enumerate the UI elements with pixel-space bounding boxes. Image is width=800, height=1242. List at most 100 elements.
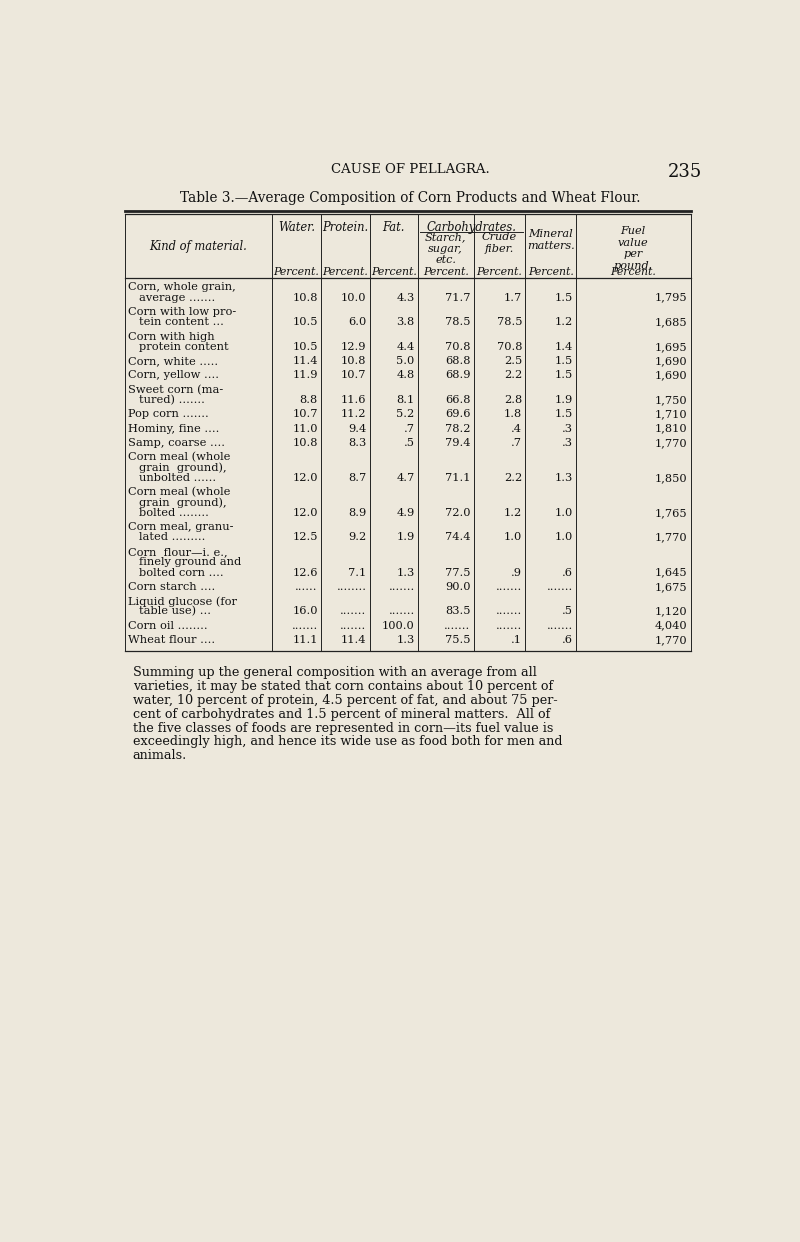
Text: 1.9: 1.9 xyxy=(554,395,573,405)
Text: 1,770: 1,770 xyxy=(655,533,687,543)
Text: 79.4: 79.4 xyxy=(445,437,470,448)
Text: Corn with high: Corn with high xyxy=(128,332,214,342)
Text: Corn with low pro-: Corn with low pro- xyxy=(128,307,236,317)
Text: 10.7: 10.7 xyxy=(341,370,366,380)
Text: 68.9: 68.9 xyxy=(445,370,470,380)
Text: 4,040: 4,040 xyxy=(655,621,687,631)
Text: lated .........: lated ......... xyxy=(138,533,205,543)
Text: .4: .4 xyxy=(511,424,522,433)
Text: Corn, yellow ....: Corn, yellow .... xyxy=(128,370,219,380)
Text: 10.8: 10.8 xyxy=(292,293,318,303)
Text: 78.5: 78.5 xyxy=(497,317,522,328)
Text: table use) ...: table use) ... xyxy=(138,606,210,617)
Text: grain  ground),: grain ground), xyxy=(138,498,226,508)
Text: 6.0: 6.0 xyxy=(348,317,366,328)
Text: Corn  flour—i. e.,: Corn flour—i. e., xyxy=(128,546,227,556)
Text: 1.0: 1.0 xyxy=(554,508,573,518)
Text: 1,645: 1,645 xyxy=(655,568,687,578)
Text: 10.8: 10.8 xyxy=(292,437,318,448)
Text: 2.2: 2.2 xyxy=(504,370,522,380)
Text: average .......: average ....... xyxy=(138,293,215,303)
Text: ......: ...... xyxy=(295,581,318,591)
Text: .6: .6 xyxy=(562,568,573,578)
Text: unbolted ......: unbolted ...... xyxy=(138,473,216,483)
Text: 16.0: 16.0 xyxy=(292,606,318,616)
Text: 12.6: 12.6 xyxy=(292,568,318,578)
Text: Fuel
value
per
pound.: Fuel value per pound. xyxy=(614,226,653,271)
Text: 9.2: 9.2 xyxy=(348,533,366,543)
Text: 1.0: 1.0 xyxy=(554,533,573,543)
Text: tured) .......: tured) ....... xyxy=(138,395,205,405)
Text: Sweet corn (ma-: Sweet corn (ma- xyxy=(128,385,223,395)
Text: 4.9: 4.9 xyxy=(397,508,414,518)
Text: Water.: Water. xyxy=(278,221,315,235)
Text: animals.: animals. xyxy=(133,749,187,763)
Text: 12.0: 12.0 xyxy=(292,473,318,483)
Text: 12.9: 12.9 xyxy=(341,342,366,351)
Text: 5.0: 5.0 xyxy=(397,356,414,366)
Text: Corn meal (whole: Corn meal (whole xyxy=(128,487,230,497)
Text: 1,690: 1,690 xyxy=(655,370,687,380)
Text: 72.0: 72.0 xyxy=(445,508,470,518)
Text: 3.8: 3.8 xyxy=(397,317,414,328)
Text: 1,795: 1,795 xyxy=(655,293,687,303)
Text: grain  ground),: grain ground), xyxy=(138,462,226,473)
Text: 11.4: 11.4 xyxy=(341,635,366,645)
Text: Fat.: Fat. xyxy=(382,221,405,235)
Text: 8.9: 8.9 xyxy=(348,508,366,518)
Text: CAUSE OF PELLAGRA.: CAUSE OF PELLAGRA. xyxy=(330,163,490,176)
Text: 1,770: 1,770 xyxy=(655,437,687,448)
Text: 1.4: 1.4 xyxy=(554,342,573,351)
Text: Corn meal (whole: Corn meal (whole xyxy=(128,452,230,462)
Text: 1.2: 1.2 xyxy=(504,508,522,518)
Text: 11.9: 11.9 xyxy=(292,370,318,380)
Text: Percent.: Percent. xyxy=(477,267,522,277)
Text: 1,750: 1,750 xyxy=(655,395,687,405)
Text: 1.5: 1.5 xyxy=(554,370,573,380)
Text: 12.0: 12.0 xyxy=(292,508,318,518)
Text: Carbohydrates.: Carbohydrates. xyxy=(426,221,517,235)
Text: .3: .3 xyxy=(562,437,573,448)
Text: Corn, white .....: Corn, white ..... xyxy=(128,356,218,366)
Text: 4.4: 4.4 xyxy=(397,342,414,351)
Text: 1.8: 1.8 xyxy=(504,410,522,420)
Text: 1,120: 1,120 xyxy=(655,606,687,616)
Text: 11.0: 11.0 xyxy=(292,424,318,433)
Text: 1,710: 1,710 xyxy=(655,410,687,420)
Text: 10.8: 10.8 xyxy=(341,356,366,366)
Text: 70.8: 70.8 xyxy=(445,342,470,351)
Text: Wheat flour ....: Wheat flour .... xyxy=(128,635,215,645)
Text: Table 3.—Average Composition of Corn Products and Wheat Flour.: Table 3.—Average Composition of Corn Pro… xyxy=(180,191,640,205)
Text: ........: ........ xyxy=(337,581,366,591)
Text: .3: .3 xyxy=(562,424,573,433)
Text: Corn starch ....: Corn starch .... xyxy=(128,581,215,591)
Text: 1.5: 1.5 xyxy=(554,293,573,303)
Text: .......: ....... xyxy=(546,581,573,591)
Text: Starch,
sugar,
etc.: Starch, sugar, etc. xyxy=(425,232,466,266)
Text: 8.1: 8.1 xyxy=(397,395,414,405)
Text: 1,675: 1,675 xyxy=(655,581,687,591)
Text: Samp, coarse ....: Samp, coarse .... xyxy=(128,437,225,448)
Text: 1,850: 1,850 xyxy=(655,473,687,483)
Text: 78.2: 78.2 xyxy=(445,424,470,433)
Text: 12.5: 12.5 xyxy=(292,533,318,543)
Text: Corn, whole grain,: Corn, whole grain, xyxy=(128,282,236,292)
Text: 78.5: 78.5 xyxy=(445,317,470,328)
Text: Protein.: Protein. xyxy=(322,221,368,235)
Text: 1.0: 1.0 xyxy=(504,533,522,543)
Text: 1.3: 1.3 xyxy=(554,473,573,483)
Text: Percent.: Percent. xyxy=(610,267,656,277)
Text: 75.5: 75.5 xyxy=(445,635,470,645)
Text: .6: .6 xyxy=(562,635,573,645)
Text: .......: ....... xyxy=(496,606,522,616)
Text: .5: .5 xyxy=(404,437,414,448)
Text: Liquid glucose (for: Liquid glucose (for xyxy=(128,596,237,606)
Text: .......: ....... xyxy=(496,581,522,591)
Text: 1,685: 1,685 xyxy=(655,317,687,328)
Text: 69.6: 69.6 xyxy=(445,410,470,420)
Text: 5.2: 5.2 xyxy=(397,410,414,420)
Text: 1,690: 1,690 xyxy=(655,356,687,366)
Text: 11.6: 11.6 xyxy=(341,395,366,405)
Text: 8.7: 8.7 xyxy=(348,473,366,483)
Text: 2.8: 2.8 xyxy=(504,395,522,405)
